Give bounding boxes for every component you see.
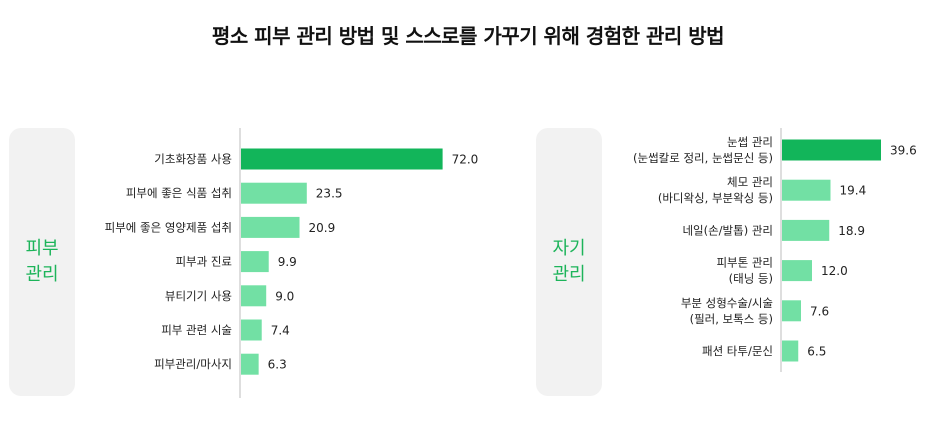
left-category-label-2: 피부에 좋은 식품 섭취 [126,186,232,200]
left-value-label-1: 72.0 [452,153,479,167]
right-group-label-line2: 관리 [552,264,586,285]
right-category-label-4-line1: 피부톤 관리 [716,256,773,270]
right-category-label-6: 패션 타투/문신 [702,344,773,358]
left-group-label-line1: 피부 [25,238,59,259]
right-bar-3 [782,219,830,241]
left-group-label-line2: 관리 [25,264,59,285]
left-category-label-1: 기초화장품 사용 [154,152,232,166]
right-category-label-1-line2: (눈썹칼로 정리, 눈썹문신 등) [633,151,773,165]
chart-title: 평소 피부 관리 방법 및 스스로를 가꾸기 위해 경험한 관리 방법 [211,24,725,48]
right-bar-5 [782,300,801,322]
left-bar-7 [241,353,259,375]
right-bar-1 [782,139,881,161]
left-bar-4 [241,251,269,273]
left-value-label-3: 20.9 [309,221,336,235]
right-category-label-4-line2: (태닝 등) [729,272,773,286]
right-category-label-2-line1: 체모 관리 [727,175,773,189]
right-value-label-3: 18.9 [838,224,865,238]
left-bar-3 [241,216,300,238]
left-value-label-6: 7.4 [271,324,290,338]
right-value-label-2: 19.4 [840,184,867,198]
left-category-label-3: 피부에 좋은 영양제품 섭취 [105,220,232,234]
left-value-label-4: 9.9 [278,255,297,269]
right-category-label-3: 네일(손/발톱) 관리 [682,223,773,237]
left-bar-6 [241,319,262,341]
right-category-label-5-line2: (필러, 보톡스 등) [690,312,773,326]
right-category-label-5-line1: 부분 성형수술/시술 [681,296,773,310]
left-value-label-7: 6.3 [268,358,287,372]
right-value-label-5: 7.6 [810,304,829,318]
left-bar-1 [241,148,443,170]
right-bar-2 [782,179,831,201]
left-category-label-5: 뷰티기기 사용 [165,289,232,303]
right-category-label-2-line2: (바디왁싱, 부분왁싱 등) [658,191,773,205]
left-group-panel: 피부 관리 [9,128,75,396]
right-bar-6 [782,340,799,362]
right-value-label-4: 12.0 [821,264,848,278]
right-bar-4 [782,260,812,282]
left-value-label-5: 9.0 [275,289,294,303]
right-value-label-1: 39.6 [890,144,917,158]
right-group-panel: 자기 관리 [536,128,602,396]
right-group-label-line1: 자기 [552,238,586,259]
left-bar-5 [241,285,267,307]
left-bar-2 [241,182,307,204]
right-category-label-1-line1: 눈썹 관리 [727,135,773,149]
left-category-label-7: 피부관리/마사지 [154,357,232,371]
right-value-label-6: 6.5 [807,345,826,359]
left-category-label-6: 피부 관련 시술 [161,323,232,337]
left-value-label-2: 23.5 [316,187,343,201]
left-category-label-4: 피부과 진료 [175,255,232,269]
